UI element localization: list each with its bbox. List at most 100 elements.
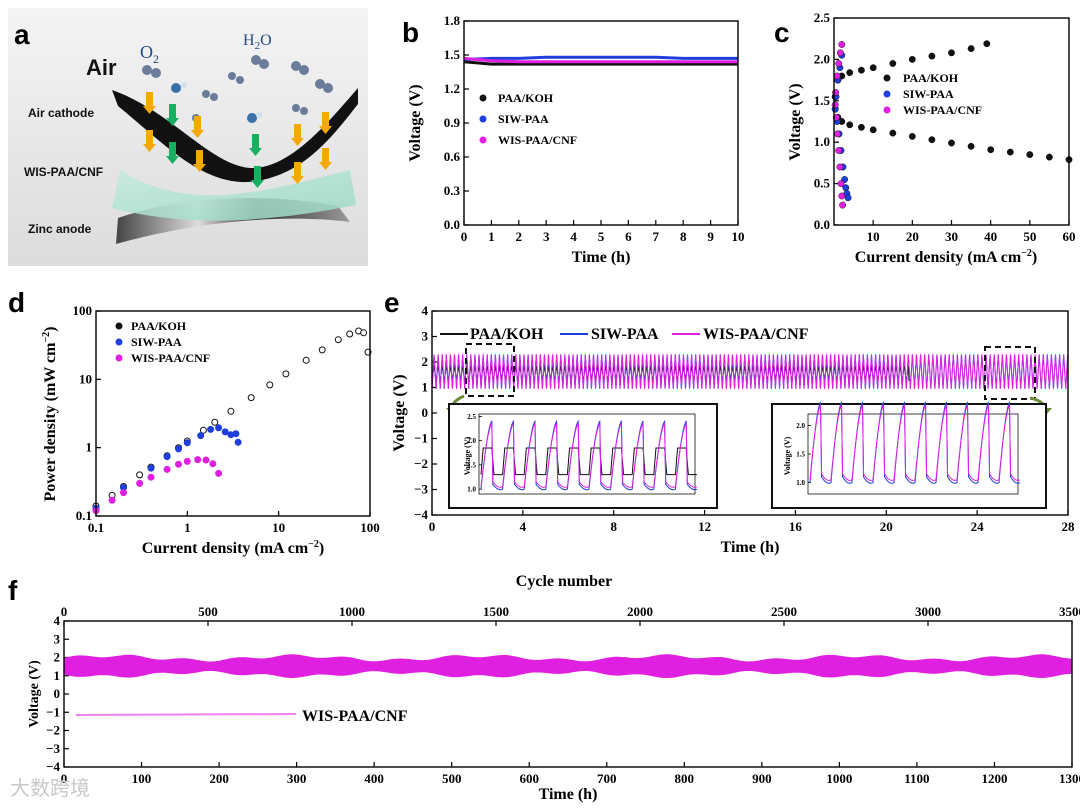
legend-c-siwpaa-marker xyxy=(883,90,891,98)
chart-f-xtick-label-3: 300 xyxy=(287,771,307,786)
chart-e-ytick-label-3: −1 xyxy=(414,431,428,446)
chart-c-ylabel: Voltage (V) xyxy=(787,83,804,160)
chart-d-point-1-2 xyxy=(147,464,155,472)
zoom-box-early xyxy=(465,343,515,397)
chart-d-point-0-14 xyxy=(302,356,310,364)
chart-c-point-0-6 xyxy=(889,60,897,67)
chart-c-xticks: 10 20 30 40 50 60 xyxy=(867,220,1076,244)
chart-b-series-line-1 xyxy=(463,55,738,61)
legend-b-paakoh: PAA/KOH xyxy=(498,91,554,105)
chart-d-point-2-8 xyxy=(194,456,202,464)
legend-c-siwpaa: SIW-PAA xyxy=(903,87,954,101)
chart-b-ytick-label-4: 1.2 xyxy=(444,81,460,96)
chart-c-xtick-label-2: 30 xyxy=(945,229,958,244)
chart-c-point-0-4 xyxy=(858,66,865,74)
legend-d-paakoh-marker xyxy=(115,322,123,330)
chart-c-point-2-2 xyxy=(834,130,841,138)
chart-c-point-0-24 xyxy=(1006,148,1014,156)
chart-f-xtick-label-1: 100 xyxy=(132,771,152,786)
chart-d-xticks: 0.1 1 10 100 xyxy=(88,511,380,535)
chart-f-xtick-label-12: 1200 xyxy=(981,771,1007,786)
chart-e-ytick-label-7: 3 xyxy=(422,329,429,344)
panel-letter-e: e xyxy=(384,287,400,318)
chart-c-point-0-10 xyxy=(967,45,975,52)
chart-b-xticks: 0 1 2 3 4 5 6 7 8 9 10 xyxy=(461,220,745,244)
panel-letter-a: a xyxy=(14,19,30,50)
chart-e-xlabel: Time (h) xyxy=(721,539,780,556)
chart-c-point-2-10 xyxy=(835,60,843,67)
chart-b-ylabel: Voltage (V) xyxy=(407,84,424,161)
chart-d-point-1-9 xyxy=(221,428,229,436)
chart-c-point-2-11 xyxy=(836,49,844,57)
chart-f-ytick-label-4: 0 xyxy=(54,686,61,701)
legend-b-siwpaa: SIW-PAA xyxy=(498,112,549,126)
chart-c-point-0-9 xyxy=(948,49,955,57)
chart-c-xtick-label-5: 60 xyxy=(1063,229,1076,244)
chart-c-ytick-label-0: 0.0 xyxy=(814,217,830,232)
chart-c-series xyxy=(831,40,1073,209)
chart-e-legend: PAA/KOH SIW-PAA WIS-PAA/CNF xyxy=(440,326,809,343)
chart-f-x2tick-label-4: 2000 xyxy=(627,604,653,619)
chart-c-yticks: 0.0 0.5 1.0 1.5 2.0 2.5 xyxy=(814,10,839,232)
chart-f-xtick-label-5: 500 xyxy=(442,771,462,786)
chart-f-xtick-label-10: 1000 xyxy=(826,771,852,786)
chart-c: c 10 20 30 40 50 60 0.0 0.5 1.0 1.5 2.0 2.5 Curren… xyxy=(774,10,1076,266)
chart-e-frame xyxy=(431,310,1069,516)
chart-e-ytick-label-8: 4 xyxy=(422,303,429,318)
chart-c-point-0-25 xyxy=(1026,151,1034,159)
chart-c-point-1-8 xyxy=(844,194,852,202)
chart-f-ytick-label-0: −4 xyxy=(46,759,60,774)
legend-e-siwpaa: SIW-PAA xyxy=(591,326,659,343)
chart-f-ylabel: Voltage (V) xyxy=(27,660,42,728)
chart-d-point-2-9 xyxy=(202,456,210,464)
legend-b-siwpaa-marker xyxy=(479,115,487,123)
chart-f-series-band-0 xyxy=(63,654,1073,679)
legend-b-wispaa: WIS-PAA/CNF xyxy=(498,133,577,147)
air-label: Air xyxy=(86,55,117,80)
chart-c-xtick-label-0: 10 xyxy=(867,229,880,244)
chart-d-ylabel-main: Power density (mW cm xyxy=(42,342,59,502)
chart-d-series xyxy=(92,327,372,515)
chart-e-xtick-label-5: 20 xyxy=(880,519,893,534)
chart-d-xlabel: Current density (mA cm−2) xyxy=(142,539,324,557)
chart-c-point-2-6 xyxy=(838,192,846,200)
chart-c-frame xyxy=(833,17,1070,226)
chart-c-point-2-0 xyxy=(831,101,839,109)
chart-f-frame xyxy=(63,620,1073,768)
chart-d-ylabel-sup: −2 xyxy=(41,332,52,343)
chart-b-series xyxy=(463,55,738,66)
chart-f-x2ticks: 0 500 1000 1500 2000 2500 3000 3500 xyxy=(61,604,1080,626)
inset-right-ylabel: Voltage (V) xyxy=(783,436,792,475)
chart-d-xtick-label-1: 1 xyxy=(184,520,191,535)
legend-e-wispaa: WIS-PAA/CNF xyxy=(703,326,809,343)
chart-b-yticks: 0.0 0.3 0.6 0.9 1.2 1.5 1.8 xyxy=(444,13,469,232)
chart-c-point-0-20 xyxy=(928,136,936,144)
chart-b-ytick-label-2: 0.6 xyxy=(444,149,461,164)
chart-d-point-0-3 xyxy=(136,471,144,479)
chart-f-ytick-label-5: 1 xyxy=(54,668,61,683)
chart-f-x2tick-label-7: 3500 xyxy=(1059,604,1080,619)
chart-f-xticks: 0 100 200 300 400 500 600 700 800 900 1000 1100 1200… xyxy=(61,762,1080,786)
chart-c-point-0-26 xyxy=(1046,153,1053,161)
inset-right-ytick-label-0: 1.0 xyxy=(796,479,805,487)
inset-right-ytick-label-2: 2.0 xyxy=(796,422,805,430)
chart-d-point-1-7 xyxy=(207,425,215,433)
chart-b-xtick-label-5: 5 xyxy=(598,229,605,244)
legend-d-wispaa-marker xyxy=(115,354,123,362)
inset-left-ylabel: Voltage (V) xyxy=(463,436,472,475)
chart-d-point-0-9 xyxy=(211,418,219,426)
air-cathode-label: Air cathode xyxy=(28,106,94,120)
svg-text:O2: O2 xyxy=(140,42,159,66)
watermark: 大数跨境 xyxy=(10,776,90,800)
chart-c-xtick-label-1: 20 xyxy=(906,229,919,244)
chart-d-ytick-label-0: 0.1 xyxy=(76,508,92,523)
chart-b-legend: PAA/KOH SIW-PAA WIS-PAA/CNF xyxy=(479,91,577,147)
chart-e-ytick-label-6: 2 xyxy=(422,354,429,369)
legend-d-paakoh: PAA/KOH xyxy=(131,319,187,333)
chart-c-point-2-3 xyxy=(835,147,843,154)
chart-c-point-2-9 xyxy=(833,72,841,80)
chart-d-point-2-11 xyxy=(215,469,223,477)
chart-f-ytick-label-7: 3 xyxy=(54,631,61,646)
chart-c-point-0-8 xyxy=(928,52,936,60)
